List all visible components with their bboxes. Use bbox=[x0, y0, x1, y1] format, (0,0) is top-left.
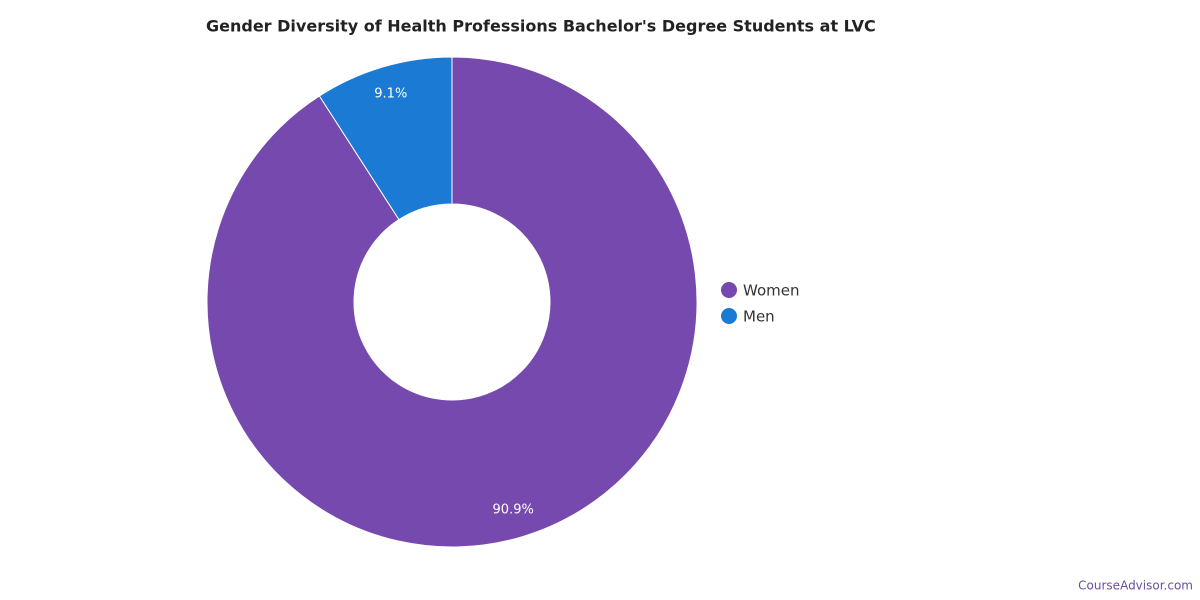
chart-title: Gender Diversity of Health Professions B… bbox=[206, 17, 876, 36]
source-credit: CourseAdvisor.com bbox=[1078, 579, 1193, 593]
legend-marker bbox=[721, 282, 737, 298]
legend-marker bbox=[721, 308, 737, 324]
legend-label: Women bbox=[743, 282, 799, 300]
slice-label: 90.9% bbox=[493, 503, 534, 518]
slice-label: 9.1% bbox=[374, 86, 407, 101]
pie-slice bbox=[206, 56, 698, 548]
pie-slice bbox=[318, 56, 453, 221]
legend-label: Men bbox=[743, 308, 775, 326]
